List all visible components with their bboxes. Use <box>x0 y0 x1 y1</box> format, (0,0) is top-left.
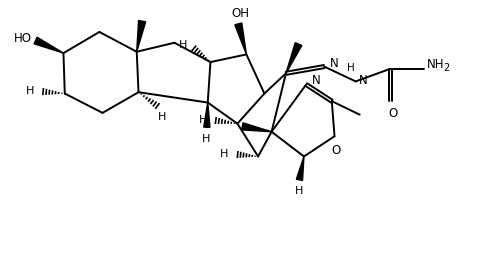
Text: 2: 2 <box>444 63 450 73</box>
Text: N: N <box>359 74 368 87</box>
Text: NH: NH <box>426 58 444 71</box>
Text: H: H <box>296 186 304 196</box>
Text: H: H <box>202 133 210 144</box>
Polygon shape <box>242 123 272 132</box>
Text: H: H <box>26 86 34 96</box>
Text: H: H <box>199 115 207 125</box>
Text: H: H <box>220 149 228 159</box>
Polygon shape <box>204 103 210 127</box>
Polygon shape <box>286 43 302 73</box>
Text: H: H <box>178 40 187 50</box>
Text: N: N <box>312 75 320 87</box>
Polygon shape <box>235 23 246 54</box>
Text: H: H <box>348 63 355 73</box>
Polygon shape <box>34 37 64 53</box>
Text: O: O <box>332 144 341 157</box>
Polygon shape <box>136 21 145 52</box>
Text: HO: HO <box>14 32 32 45</box>
Text: H: H <box>158 111 166 121</box>
Text: N: N <box>330 57 338 70</box>
Polygon shape <box>296 157 304 180</box>
Text: OH: OH <box>232 7 250 20</box>
Text: O: O <box>388 107 397 121</box>
